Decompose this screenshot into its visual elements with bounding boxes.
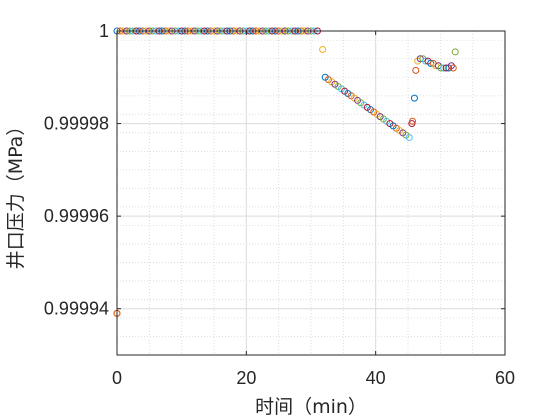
y-axis-label: 井口压力（MPa） <box>5 117 27 270</box>
y-axis-ticks: 0.99994 0.99996 0.99998 1 <box>44 21 505 319</box>
x-tick-label: 40 <box>366 368 386 388</box>
y-tick-label: 0.99994 <box>44 299 109 319</box>
x-tick-label: 0 <box>112 368 122 388</box>
data-point <box>437 64 445 72</box>
data-point <box>412 66 420 74</box>
data-point <box>451 48 459 56</box>
x-axis-ticks: 0 20 40 60 <box>112 31 515 388</box>
y-tick-label: 0.99996 <box>44 206 109 226</box>
data-point <box>449 64 457 72</box>
data-point <box>447 62 455 70</box>
y-tick-label: 1 <box>99 21 109 41</box>
y-tick-label: 0.99998 <box>44 114 109 134</box>
x-axis-label: 时间（min） <box>255 396 367 418</box>
data-point <box>410 94 418 102</box>
x-tick-label: 60 <box>495 368 515 388</box>
plot-frame <box>116 30 506 356</box>
data-points <box>113 27 459 317</box>
x-tick-label: 20 <box>236 368 256 388</box>
data-point <box>440 64 448 72</box>
data-point <box>409 117 417 125</box>
data-point <box>405 133 413 141</box>
data-point <box>319 46 327 54</box>
